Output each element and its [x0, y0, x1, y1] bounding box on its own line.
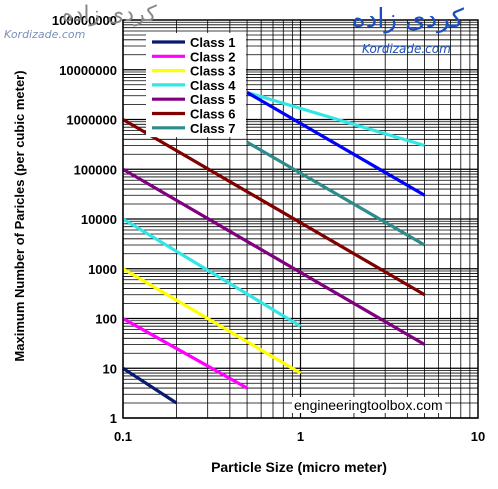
series-lines [122, 90, 426, 405]
y-tick-labels: 1 10 100 1000 10000 100000 1000000 10000000 1000… [52, 13, 117, 426]
y-tick-label: 100 [95, 312, 117, 327]
series-line [122, 267, 302, 375]
x-tick-labels: 0.1 1 10 [114, 429, 485, 444]
series-line [246, 140, 426, 247]
watermark-right-url: Kordizade.com [362, 42, 451, 56]
plot-area-frame [122, 19, 479, 419]
grid-lines [122, 20, 478, 419]
y-tick-label: 10000 [81, 212, 117, 227]
series-line [246, 91, 426, 197]
x-tick-label: 10 [471, 429, 485, 444]
legend-label: Class 3 [190, 64, 236, 79]
legend-label: Class 5 [190, 92, 236, 107]
series-line [246, 90, 426, 148]
watermark-left-logo: کردی زاده [62, 2, 157, 27]
y-tick-label: 10 [103, 361, 117, 376]
y-tick-label: 1000000 [66, 113, 117, 128]
x-tick-label: 0.1 [114, 429, 132, 444]
legend-label: Class 6 [190, 107, 236, 122]
y-axis-label: Maximum Number of Paricles (per cubic me… [12, 70, 27, 361]
series-line [122, 366, 178, 405]
x-axis-label: Particle Size (micro meter) [211, 459, 387, 475]
series-line [122, 118, 426, 297]
series-line [122, 317, 248, 390]
y-tick-label: 1 [110, 411, 117, 426]
legend-label: Class 4 [190, 78, 236, 93]
y-tick-label: 1000 [88, 262, 117, 277]
x-tick-label: 1 [297, 429, 304, 444]
watermark-left-url: Kordizade.com [4, 28, 86, 41]
y-tick-label: 100000 [74, 162, 117, 177]
source-credit: engineeringtoolbox.com [292, 397, 445, 413]
legend-label: Class 7 [190, 121, 236, 136]
series-line [122, 167, 426, 346]
y-tick-label: 100000000 [52, 13, 117, 28]
series-line [122, 217, 302, 328]
legend-label: Class 2 [190, 49, 236, 64]
y-tick-label: 10000000 [59, 63, 117, 78]
watermark-right-logo: کردی زاده [352, 4, 464, 34]
legend-label: Class 1 [190, 35, 236, 50]
